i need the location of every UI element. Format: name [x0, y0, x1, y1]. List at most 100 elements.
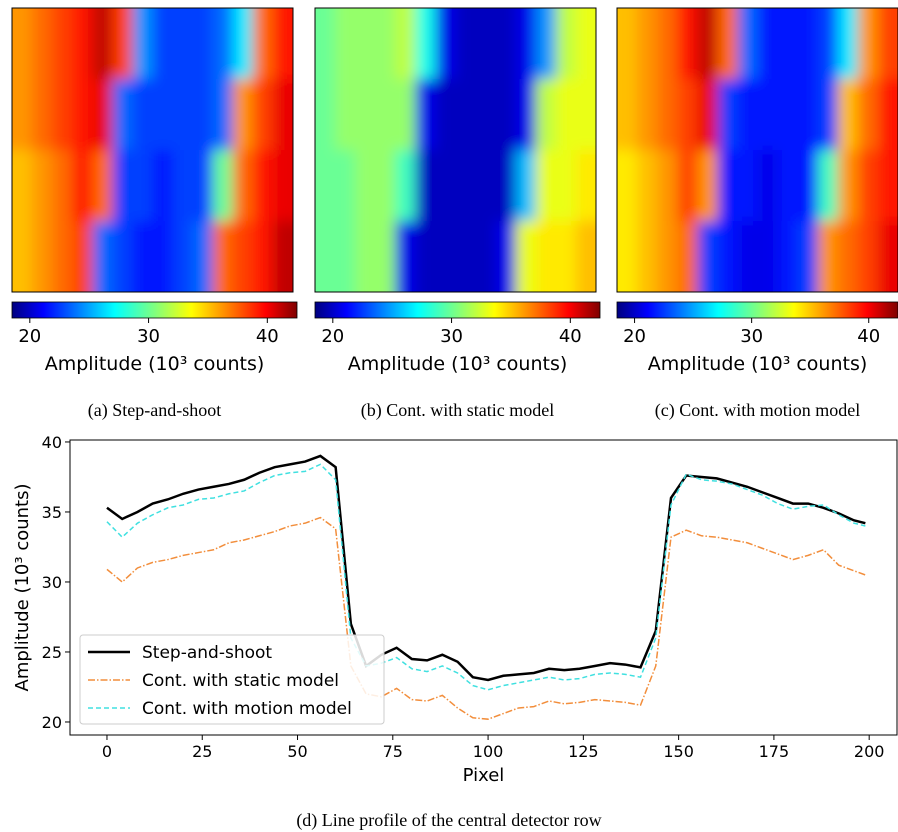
heatmap-cell	[212, 150, 234, 222]
heatmap-cell	[355, 79, 377, 151]
heatmap-cell	[455, 150, 477, 222]
heatmap-cell	[232, 221, 254, 292]
heatmap-cell	[172, 150, 194, 222]
heatmap-cell	[395, 221, 417, 292]
heatmap-cell	[72, 221, 94, 292]
heatmap-cell	[877, 79, 898, 151]
heatmap-cell	[12, 8, 34, 80]
heatmap-cells	[315, 8, 596, 292]
heatmap-cell	[837, 150, 859, 222]
heatmap-cell	[272, 8, 293, 80]
heatmap-cell	[797, 8, 819, 80]
heatmap-cell	[375, 221, 397, 292]
heatmap-cell	[817, 8, 839, 80]
heatmap-cell	[535, 8, 557, 80]
heatmap-cell	[817, 221, 839, 292]
heatmap-cell	[837, 79, 859, 151]
heatmap-cell	[132, 8, 154, 80]
heatmap-cell	[315, 79, 337, 151]
y-tick-label: 35	[42, 503, 62, 522]
colorbar	[11, 301, 298, 319]
colorbar	[616, 301, 898, 319]
heatmap-cell	[535, 150, 557, 222]
heatmap-cell	[495, 79, 517, 151]
colorbar-tick-label: 40	[256, 326, 279, 347]
colorbar-label: Amplitude (10³ counts)	[348, 353, 568, 375]
heatmap-cell	[857, 79, 879, 151]
y-axis-label: Amplitude (10³ counts)	[12, 483, 33, 691]
caption: (b) Cont. with static model	[361, 400, 554, 421]
heatmap-cell	[252, 150, 274, 222]
heatmap-cell	[617, 79, 639, 151]
heatmap-cell	[12, 221, 34, 292]
heatmap-cell	[737, 79, 759, 151]
heatmap-cell	[212, 79, 234, 151]
heatmap-cell	[697, 8, 719, 80]
colorbar-tick-label: 30	[137, 326, 160, 347]
heatmap-cell	[415, 8, 437, 80]
heatmap-cell	[475, 221, 497, 292]
heatmap-cell	[697, 150, 719, 222]
heatmap-cell	[435, 150, 457, 222]
heatmap-cell	[455, 221, 477, 292]
heatmap-cell	[52, 79, 74, 151]
caption: (a) Step-and-shoot	[88, 400, 221, 421]
heatmap-cell	[757, 150, 779, 222]
heatmap-cell	[717, 150, 739, 222]
heatmap-cell	[72, 8, 94, 80]
heatmap-cell	[555, 8, 577, 80]
heatmap-cell	[192, 150, 214, 222]
heatmap-cell	[272, 150, 293, 222]
heatmap-cell	[272, 79, 293, 151]
heatmap-cell	[252, 221, 274, 292]
heatmap-cell	[335, 8, 357, 80]
heatmap-cell	[132, 150, 154, 222]
series-line	[106, 516, 866, 720]
x-tick-label: 150	[663, 742, 694, 761]
heatmap-cell	[192, 221, 214, 292]
heatmap	[315, 8, 596, 292]
heatmap-cell	[32, 221, 54, 292]
heatmap-cell	[697, 221, 719, 292]
heatmap-cell	[877, 150, 898, 222]
image-frame	[314, 7, 597, 293]
x-tick-label: 50	[287, 742, 307, 761]
heatmap-cell	[172, 8, 194, 80]
heatmap-cell	[475, 150, 497, 222]
legend-box	[79, 634, 385, 725]
heatmap-cell	[877, 8, 898, 80]
heatmap-cell	[857, 150, 879, 222]
colorbar-tick-label: 30	[740, 326, 763, 347]
heatmap-cell	[132, 79, 154, 151]
heatmap-cell	[415, 221, 437, 292]
heatmap-cell	[335, 150, 357, 222]
colorbar-tick-label: 20	[18, 326, 41, 347]
heatmap-cell	[475, 8, 497, 80]
x-tick-label: 200	[854, 742, 885, 761]
heatmap-cell	[52, 8, 74, 80]
heatmap-cell	[132, 221, 154, 292]
series-line	[106, 463, 866, 691]
x-tick-label: 0	[102, 742, 112, 761]
heatmap-cell	[717, 221, 739, 292]
heatmap-cell	[232, 8, 254, 80]
heatmap-cell	[515, 221, 537, 292]
series-line	[106, 454, 866, 682]
heatmap-cell	[757, 79, 779, 151]
caption: (c) Cont. with motion model	[655, 400, 860, 421]
heatmap-cell	[72, 79, 94, 151]
heatmap-cell	[152, 8, 174, 80]
x-tick-label: 100	[473, 742, 504, 761]
colorbar-tick-label: 40	[857, 326, 880, 347]
heatmap-cell	[817, 150, 839, 222]
heatmap-cell	[857, 8, 879, 80]
heatmap-cell	[737, 150, 759, 222]
heatmap-cell	[455, 8, 477, 80]
heatmap-cell	[315, 150, 337, 222]
heatmap-cell	[252, 8, 274, 80]
heatmap-cell	[212, 8, 234, 80]
heatmap-cell	[92, 79, 114, 151]
heatmap-cell	[737, 8, 759, 80]
heatmap-cell	[92, 150, 114, 222]
